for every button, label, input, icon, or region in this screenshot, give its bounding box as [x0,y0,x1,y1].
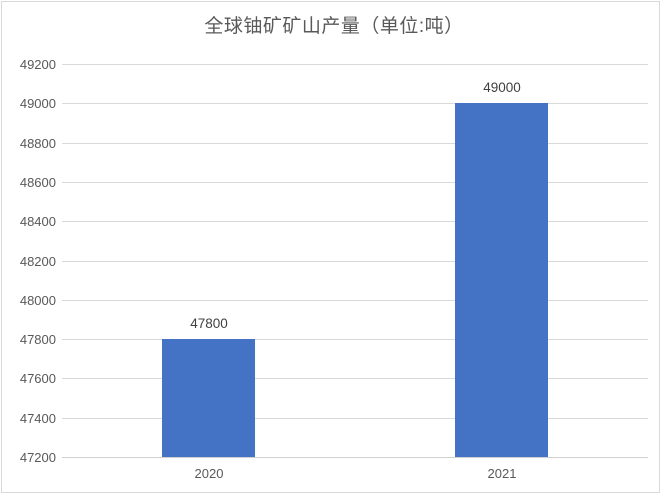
y-axis-tick-label: 49200 [19,57,56,72]
y-axis-tick-label: 47400 [19,411,56,426]
y-axis-tick-label: 49000 [19,96,56,111]
bar-2021 [455,103,548,457]
gridline [62,221,648,222]
data-label-2020: 47800 [190,316,228,331]
bar-2020 [162,339,255,457]
gridline [62,103,648,104]
gridline [62,261,648,262]
y-axis-tick-label: 48400 [19,214,56,229]
chart-frame-border [1,1,660,493]
y-axis-tick-label: 48800 [19,136,56,151]
y-axis-tick-label: 48600 [19,175,56,190]
data-label-2021: 49000 [483,80,521,95]
gridline [62,378,648,379]
gridline [62,300,648,301]
y-axis-tick-label: 48200 [19,254,56,269]
y-axis-tick-label: 47800 [19,332,56,347]
gridline [62,339,648,340]
chart-title: 全球铀矿矿山产量（单位:吨） [204,16,464,37]
gridline [62,182,648,183]
x-axis-tick-label-2021: 2021 [487,466,517,481]
y-axis-tick-label: 48000 [19,293,56,308]
y-axis-tick-label: 47200 [19,450,56,465]
gridline [62,64,648,65]
x-axis-tick-label-2020: 2020 [194,466,224,481]
gridline [62,143,648,144]
y-axis-tick-label: 47600 [19,371,56,386]
x-axis-line [62,457,648,458]
gridline [62,418,648,419]
